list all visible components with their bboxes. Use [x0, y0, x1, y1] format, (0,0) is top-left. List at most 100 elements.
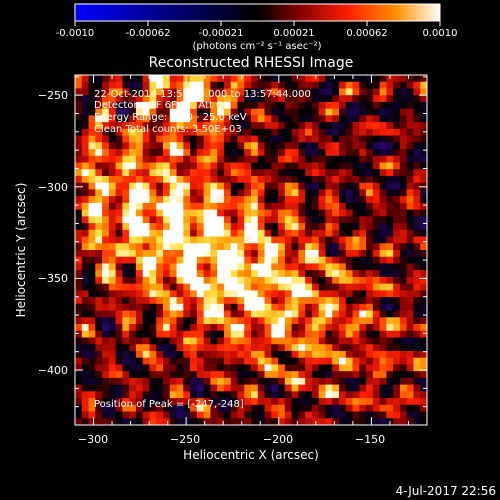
heatmap-cell — [81, 175, 89, 184]
heatmap-cell — [251, 256, 259, 264]
heatmap-cell — [102, 384, 110, 392]
heatmap-cell — [237, 344, 245, 352]
heatmap-cell — [318, 317, 326, 325]
heatmap-cell — [359, 276, 367, 285]
heatmap-cell — [149, 371, 157, 379]
heatmap-cell — [352, 303, 360, 311]
heatmap-cell — [366, 209, 374, 217]
heatmap-cell — [230, 324, 238, 332]
heatmap-cell — [102, 196, 110, 204]
heatmap-cell — [75, 350, 83, 359]
heatmap-cell — [318, 88, 326, 96]
heatmap-cell — [332, 377, 340, 386]
heatmap-cell — [237, 303, 245, 311]
heatmap-cell — [298, 404, 306, 412]
heatmap-cell — [257, 182, 265, 190]
heatmap-cell — [217, 175, 225, 184]
heatmap-cell — [406, 317, 414, 325]
heatmap-cell — [298, 182, 306, 190]
heatmap-cell — [339, 317, 347, 325]
heatmap-cell — [81, 324, 89, 332]
heatmap-cell — [176, 391, 184, 399]
heatmap-cell — [345, 330, 353, 338]
heatmap-cell — [223, 350, 232, 359]
heatmap-cell — [169, 88, 177, 96]
heatmap-cell — [156, 135, 164, 143]
heatmap-cell — [75, 216, 83, 224]
heatmap-cell — [291, 223, 299, 231]
heatmap-cell — [190, 243, 198, 251]
heatmap-cell — [339, 276, 347, 285]
heatmap-cell — [352, 350, 360, 359]
heatmap-cell — [420, 229, 427, 237]
heatmap-cell — [183, 135, 191, 143]
heatmap-cell — [251, 81, 259, 89]
heatmap-cell — [372, 162, 381, 170]
heatmap-cell — [271, 209, 279, 217]
heatmap-cell — [305, 95, 313, 103]
heatmap-cell — [230, 317, 238, 325]
heatmap-cell — [291, 270, 299, 278]
heatmap-cell — [318, 250, 326, 258]
heatmap-cell — [129, 310, 137, 318]
heatmap-cell — [88, 330, 96, 338]
heatmap-cell — [298, 88, 306, 96]
heatmap-cell — [318, 371, 326, 379]
heatmap-cell — [413, 411, 421, 419]
heatmap-cell — [183, 142, 191, 150]
heatmap-cell — [244, 283, 252, 291]
heatmap-cell — [142, 418, 150, 425]
heatmap-cell — [217, 182, 225, 190]
heatmap-cell — [393, 75, 401, 83]
heatmap-cell — [352, 209, 360, 217]
heatmap-cell — [196, 108, 205, 116]
heatmap-cell — [81, 250, 89, 258]
heatmap-cell — [339, 263, 347, 271]
heatmap-cell — [223, 223, 232, 231]
heatmap-cell — [108, 324, 117, 332]
heatmap-cell — [271, 344, 279, 352]
heatmap-cell — [95, 101, 103, 110]
heatmap-cell — [81, 196, 89, 204]
heatmap-cell — [257, 155, 265, 163]
heatmap-cell — [176, 149, 184, 157]
heatmap-cell — [278, 270, 286, 278]
heatmap-cell — [176, 418, 184, 425]
heatmap-cell — [244, 391, 252, 399]
heatmap-cell — [169, 303, 177, 311]
heatmap-cell — [223, 357, 232, 365]
heatmap-cell — [237, 283, 245, 291]
heatmap-cell — [210, 418, 218, 425]
heatmap-cell — [406, 364, 414, 372]
heatmap-cell — [190, 418, 198, 425]
heatmap-cell — [366, 149, 374, 157]
heatmap-cell — [115, 175, 123, 184]
heatmap-cell — [244, 243, 252, 251]
heatmap-cell — [318, 324, 326, 332]
heatmap-cell — [352, 135, 360, 143]
heatmap-cell — [190, 182, 198, 190]
heatmap-cell — [406, 350, 414, 359]
heatmap-cell — [223, 263, 232, 271]
heatmap-cell — [244, 297, 252, 305]
heatmap-cell — [190, 404, 198, 412]
heatmap-cell — [149, 263, 157, 271]
heatmap-cell — [311, 337, 320, 345]
heatmap-cell — [223, 411, 232, 419]
heatmap-cell — [88, 95, 96, 103]
heatmap-cell — [305, 404, 313, 412]
heatmap-cell — [203, 202, 211, 211]
heatmap-cell — [298, 196, 306, 204]
heatmap-cell — [291, 290, 299, 298]
heatmap-cell — [75, 95, 83, 103]
heatmap-cell — [75, 189, 83, 197]
heatmap-cell — [284, 243, 293, 251]
heatmap-cell — [183, 364, 191, 372]
heatmap-cell — [345, 223, 353, 231]
heatmap-cell — [163, 216, 171, 224]
heatmap-cell — [135, 303, 144, 311]
heatmap-cell — [284, 256, 293, 264]
heatmap-cell — [129, 283, 137, 291]
heatmap-cell — [352, 216, 360, 224]
heatmap-cell — [284, 377, 293, 386]
